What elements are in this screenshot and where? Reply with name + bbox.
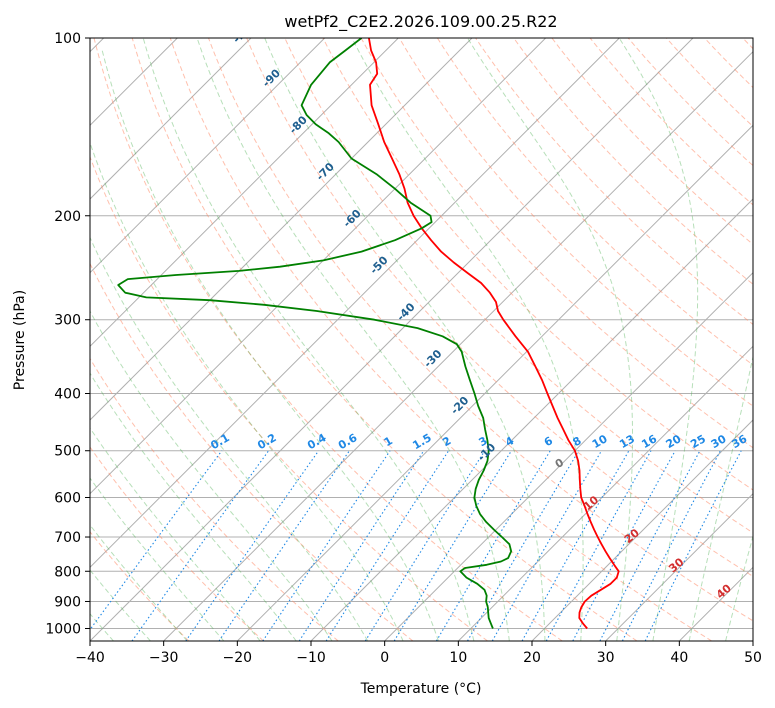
- x-tick-label: −10: [296, 650, 326, 666]
- isotherm-gridline: [90, 38, 473, 421]
- moist-adiabat: [90, 477, 225, 641]
- dry-adiabat: [90, 155, 488, 641]
- dry-adiabat: [93, 38, 563, 641]
- y-axis: 100 200 300 400 500 600 700 800 900 1000: [45, 31, 90, 637]
- isotherm-gridline: [90, 38, 399, 348]
- moist-adiabat: [90, 310, 333, 641]
- isotherm-gridline: [236, 124, 753, 641]
- isotherm-gridline: [457, 345, 753, 641]
- mixing-ratio-line: [364, 450, 486, 641]
- mixing-ratio-line: [325, 450, 450, 641]
- mixing-ratio-line: [435, 450, 551, 641]
- moist-adiabat: [196, 38, 510, 641]
- moist-adiabat: [90, 569, 151, 641]
- dry-adiabat: [360, 38, 753, 449]
- isotherm-gridline: [90, 38, 326, 274]
- x-tick-label: 40: [670, 650, 688, 666]
- moist-adiabat: [90, 372, 297, 641]
- isotherm-gridline: [90, 38, 547, 495]
- y-tick-label: 400: [54, 387, 81, 403]
- moist-adiabat: [264, 38, 546, 641]
- dry-adiabat: [131, 38, 638, 641]
- dry-adiabat: [90, 262, 414, 641]
- y-tick-label: 300: [54, 313, 81, 329]
- y-axis-label: Pressure (hPa): [12, 290, 28, 390]
- dewpoint-profile-line: [117, 38, 513, 629]
- mixing-ratio-line: [393, 450, 512, 641]
- x-axis-label: Temperature (°C): [360, 681, 482, 697]
- mixing-ratio-line: [467, 450, 580, 641]
- moist-adiabat: [90, 141, 404, 641]
- y-tick-label: 1000: [45, 621, 81, 637]
- isotherm-gridline: [90, 38, 620, 569]
- mixing-ratio-line: [491, 450, 602, 641]
- y-tick-label: 700: [54, 530, 81, 546]
- x-tick-label: −30: [149, 650, 179, 666]
- mixing-ratio-line: [545, 450, 652, 641]
- moist-adiabat: [688, 354, 753, 641]
- dry-adiabat: [589, 38, 753, 206]
- dry-adiabat: [90, 530, 190, 641]
- dry-adiabat: [246, 38, 753, 578]
- dry-adiabat: [398, 38, 753, 407]
- moist-adiabat: [142, 38, 475, 641]
- mixing-ratio-line: [521, 450, 630, 641]
- isotherm-gridline: [531, 419, 753, 641]
- moist-adiabat: [725, 534, 753, 641]
- dry-adiabat: [208, 38, 753, 622]
- dry-adiabat: [90, 357, 339, 641]
- mixing-ratio-line: [90, 450, 223, 631]
- dry-adiabat: [284, 38, 753, 534]
- temperature-profile-line: [368, 38, 620, 630]
- mixing-ratio-line: [218, 450, 350, 641]
- isotherm-gridline: [90, 38, 252, 200]
- moist-adiabat: [618, 38, 699, 641]
- mixing-ratio-line: [131, 450, 270, 641]
- x-tick-label: −20: [223, 650, 253, 666]
- y-tick-label: 600: [54, 490, 81, 506]
- dry-adiabat: [475, 38, 753, 326]
- isotherm-gridline: [384, 271, 753, 641]
- x-tick-label: 10: [449, 650, 467, 666]
- chart-title: wetPf2_C2E2.2026.109.00.25.R22: [284, 12, 557, 32]
- mixing-ratio-line: [644, 450, 742, 641]
- dry-adiabat: [551, 38, 753, 245]
- isotherm-gridline: [605, 492, 753, 641]
- x-tick-label: −40: [75, 650, 105, 666]
- moist-adiabat: [101, 50, 439, 641]
- y-tick-label: 500: [54, 444, 81, 460]
- plot-frame: [89, 37, 754, 642]
- mixing-ratio-line: [185, 450, 320, 641]
- moist-adiabat: [90, 427, 261, 641]
- y-tick-label: 200: [54, 209, 81, 225]
- x-tick-label: 50: [744, 650, 762, 666]
- plot-area: 0.10.20.40.611.52346810131620253036-100-…: [90, 38, 753, 641]
- moist-adiabat: [90, 524, 188, 641]
- x-tick-label: 30: [597, 650, 615, 666]
- dry-adiabat: [169, 38, 712, 641]
- y-tick-label: 800: [54, 564, 81, 580]
- x-axis: −40 −30 −20 −10 0 10 20 30 40 50: [75, 641, 762, 666]
- y-tick-label: 900: [54, 594, 81, 610]
- mixing-ratio-line: [298, 450, 425, 641]
- x-tick-label: 0: [380, 650, 389, 666]
- isotherm-gridline: [90, 38, 694, 641]
- isotherm-gridline: [163, 50, 753, 641]
- x-tick-label: 20: [523, 650, 541, 666]
- dry-adiabat: [436, 38, 753, 366]
- y-tick-label: 100: [54, 31, 81, 47]
